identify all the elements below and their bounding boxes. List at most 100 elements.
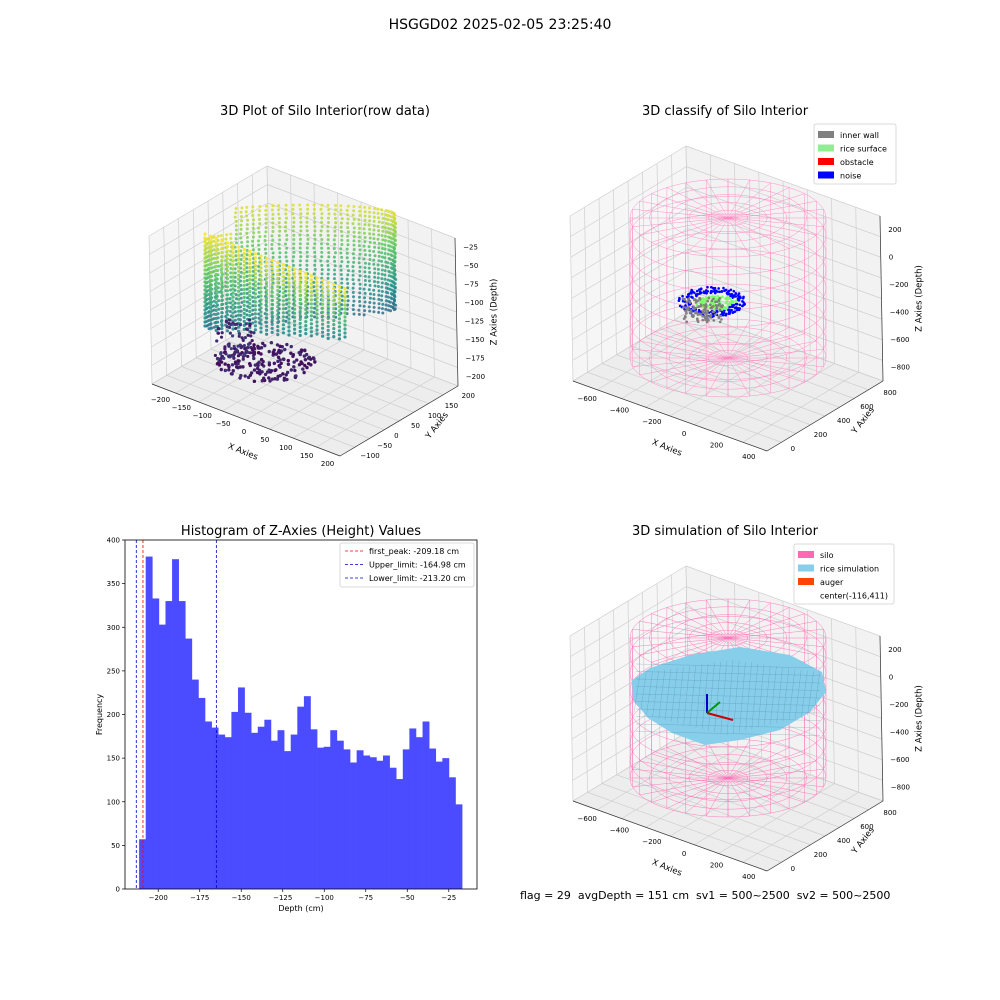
p2-cyl-spoke xyxy=(727,333,805,359)
histogram-bar xyxy=(218,734,226,889)
p1-point xyxy=(253,296,257,300)
p1-point xyxy=(278,351,282,355)
p1-point xyxy=(216,234,220,238)
p1-point xyxy=(223,345,227,349)
p1-point xyxy=(368,232,372,236)
p1-point xyxy=(321,294,325,298)
p2-wall-point xyxy=(683,298,686,301)
p1-point xyxy=(225,233,229,237)
p1-point xyxy=(259,294,263,298)
p1-point xyxy=(209,238,213,242)
p1-point xyxy=(287,325,291,329)
p1-point xyxy=(304,276,308,280)
p2-cyl-spoke xyxy=(685,217,729,254)
p2-wall-point xyxy=(689,310,693,314)
p1-point xyxy=(293,327,297,331)
p1-point xyxy=(377,289,381,293)
p1-point xyxy=(393,260,397,264)
p1-point xyxy=(321,290,325,294)
histogram-bar xyxy=(145,556,153,889)
rice-mesh-line xyxy=(689,665,696,727)
p1-point xyxy=(313,315,317,319)
p1-point xyxy=(233,360,238,364)
histogram-bar xyxy=(139,839,147,889)
p1-point xyxy=(205,280,209,284)
p1-point xyxy=(260,362,264,367)
p1-point xyxy=(240,240,244,244)
p1-point xyxy=(337,333,341,337)
p1-point xyxy=(285,259,289,263)
p2-noise-point xyxy=(728,310,731,314)
histogram-bar xyxy=(369,757,377,889)
p1-ztick-label: −100 xyxy=(464,299,483,307)
p1-point xyxy=(332,335,336,339)
p1-point xyxy=(357,295,361,299)
p1-point xyxy=(216,326,220,331)
p2-noise-point xyxy=(721,311,724,315)
p2-wall-point xyxy=(694,311,697,315)
p1-point xyxy=(269,341,274,345)
p1-point xyxy=(319,229,323,233)
p1-point xyxy=(298,273,302,277)
p1-point xyxy=(240,245,244,249)
p1-point xyxy=(285,370,290,375)
p1-point xyxy=(332,327,336,331)
p1-point xyxy=(319,242,323,246)
p2-cyl-spoke xyxy=(685,357,729,394)
p1-point xyxy=(367,266,371,270)
p1-point xyxy=(270,258,274,262)
p1-point xyxy=(337,313,341,317)
p2-ytick-label: 800 xyxy=(883,389,896,397)
p1-point xyxy=(321,278,325,282)
p1-point xyxy=(258,222,262,226)
p1-point xyxy=(237,265,241,269)
p1-point xyxy=(209,322,213,326)
p2-wall-point xyxy=(704,312,707,315)
p1-point xyxy=(251,235,255,239)
p1-point xyxy=(214,304,218,308)
p1-point xyxy=(285,315,289,319)
p1-point xyxy=(275,343,280,347)
p1-point xyxy=(380,208,384,212)
p1-point xyxy=(340,242,344,246)
p4-legend-box xyxy=(793,543,895,605)
p1-point xyxy=(384,303,388,307)
p2-legend-label: rice surface xyxy=(840,145,887,154)
p1-point xyxy=(259,352,263,356)
p1-point xyxy=(292,365,296,369)
p1-point xyxy=(393,243,397,247)
p1-point xyxy=(225,309,229,313)
p1-point xyxy=(284,281,288,285)
p1-point xyxy=(387,209,391,213)
p1-point xyxy=(265,320,269,324)
p1-grid xyxy=(266,165,271,315)
p1-point xyxy=(253,268,257,272)
p1-point xyxy=(245,214,249,218)
p1-point xyxy=(212,317,216,321)
p1-point xyxy=(281,331,285,335)
p1-point xyxy=(393,269,397,273)
p4-grid xyxy=(570,586,687,657)
p1-point xyxy=(387,239,391,243)
p1-point xyxy=(239,283,243,287)
p1-point xyxy=(259,290,263,294)
p1-point xyxy=(259,262,263,266)
p1-point xyxy=(326,242,330,246)
p1-point xyxy=(203,256,207,260)
panel4-title: 3D simulation of Silo Interior xyxy=(632,524,818,539)
p1-point xyxy=(357,222,361,226)
y-tick-label: 300 xyxy=(107,624,120,632)
p1-point xyxy=(239,313,243,317)
p1-point xyxy=(372,215,376,219)
p1-point xyxy=(315,284,319,288)
p1-point xyxy=(285,311,289,315)
p1-point xyxy=(326,238,330,242)
p4-cyl-spoke xyxy=(727,777,790,809)
p1-point xyxy=(231,275,235,279)
histogram-bar xyxy=(376,760,384,889)
p4-cyl-spoke xyxy=(727,613,805,639)
p2-noise-point xyxy=(686,293,690,296)
p1-point xyxy=(383,256,387,260)
p1-point xyxy=(284,285,288,289)
p1-point xyxy=(343,327,347,331)
